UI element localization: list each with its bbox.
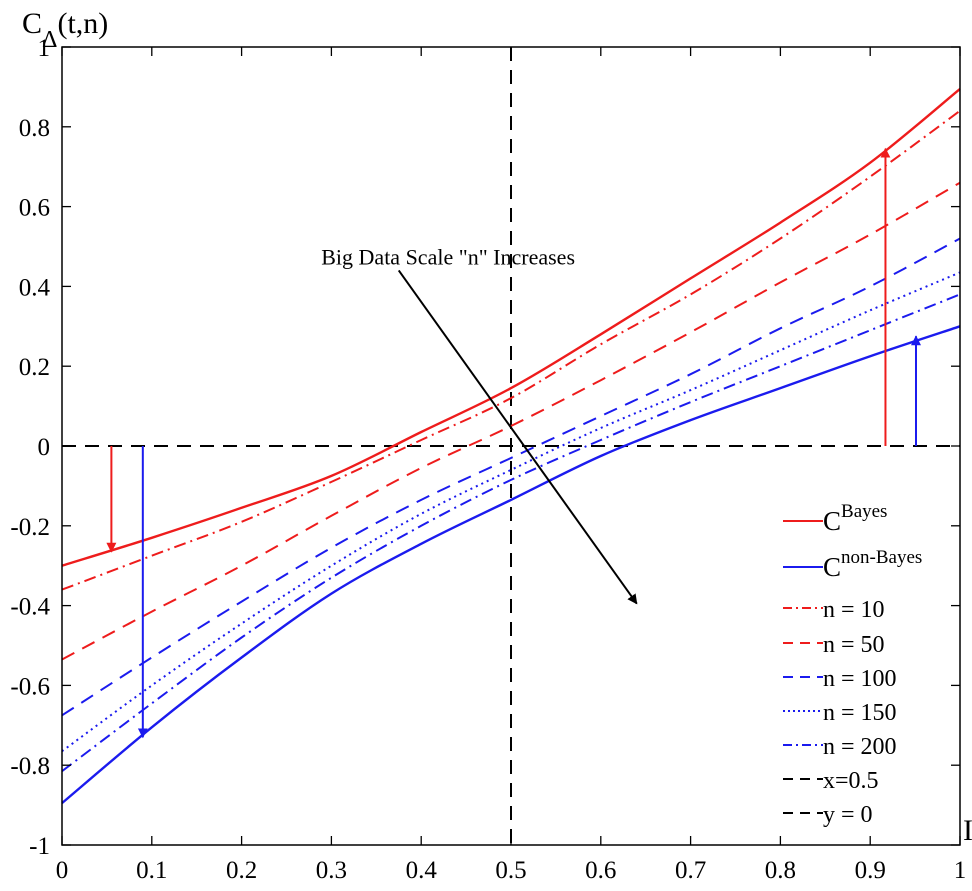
legend-label-4: n = 50 <box>823 632 885 658</box>
y-tick-label: -1 <box>29 833 50 860</box>
y-tick-label: -0.2 <box>10 514 50 541</box>
x-tick-label: 0.9 <box>855 857 886 884</box>
y-tick-label: 0.4 <box>19 274 51 301</box>
x-axis-edge-label: I <box>963 814 972 847</box>
legend-label-3: n = 10 <box>823 597 885 623</box>
series-line-3 <box>61 109 961 591</box>
plot-area <box>61 47 961 845</box>
x-tick-label: 0.7 <box>675 857 706 884</box>
legend-label-6: n = 150 <box>823 700 897 726</box>
legend-label-2: Cnon-Bayes <box>823 547 922 582</box>
x-tick-label: 0.8 <box>765 857 796 884</box>
annotation-text: Big Data Scale "n" Increases <box>321 244 575 269</box>
x-tick-label: 0.1 <box>136 857 167 884</box>
y-tick-label: 0.8 <box>19 115 50 142</box>
x-tick-label: 0.2 <box>226 857 257 884</box>
y-tick-label: 0.6 <box>19 195 50 222</box>
series-line-7 <box>61 293 961 772</box>
y-axis-label-args: (t,n) <box>57 7 108 40</box>
y-tick-label: -0.8 <box>10 753 50 780</box>
legend-label-5: n = 100 <box>823 666 897 692</box>
legend-label-1: CBayes <box>823 501 887 536</box>
x-tick-label: 0.4 <box>406 857 438 884</box>
legend-label-8: x=0.5 <box>823 768 879 794</box>
y-tick-label: 0.2 <box>19 354 50 381</box>
x-tick-label: 0.3 <box>316 857 347 884</box>
y-axis-label-sub: Δ <box>42 27 57 53</box>
x-tick-label: 1 <box>954 857 967 884</box>
x-tick-label: 0 <box>56 857 69 884</box>
legend: CBayes Cnon-Bayes n = 10 n = 50 n = 100 n = 1… <box>783 501 922 828</box>
series-line-2 <box>61 325 961 805</box>
series-line-5 <box>61 237 961 717</box>
y-tick-label: -0.4 <box>10 594 50 621</box>
axes: 0 0.1 0.2 0.3 0.4 0.5 0.6 0.7 0.8 0.9 1 1 0.8 0.6 0.4 0… <box>10 35 966 884</box>
y-tick-label: -0.6 <box>10 673 50 700</box>
legend-label-7: n = 200 <box>823 734 897 760</box>
series-line-1 <box>61 87 961 567</box>
y-tick-label: 0 <box>38 434 51 461</box>
x-tick-label: 0.6 <box>585 857 616 884</box>
y-axis-label: CΔ(t,n) <box>22 7 108 53</box>
y-axis-label-main: C <box>22 7 42 40</box>
annotation-arrow-5 <box>397 269 638 605</box>
y-tick-label: 1 <box>38 35 51 62</box>
legend-label-9: y = 0 <box>823 802 873 828</box>
x-tick-label: 0.5 <box>495 857 526 884</box>
